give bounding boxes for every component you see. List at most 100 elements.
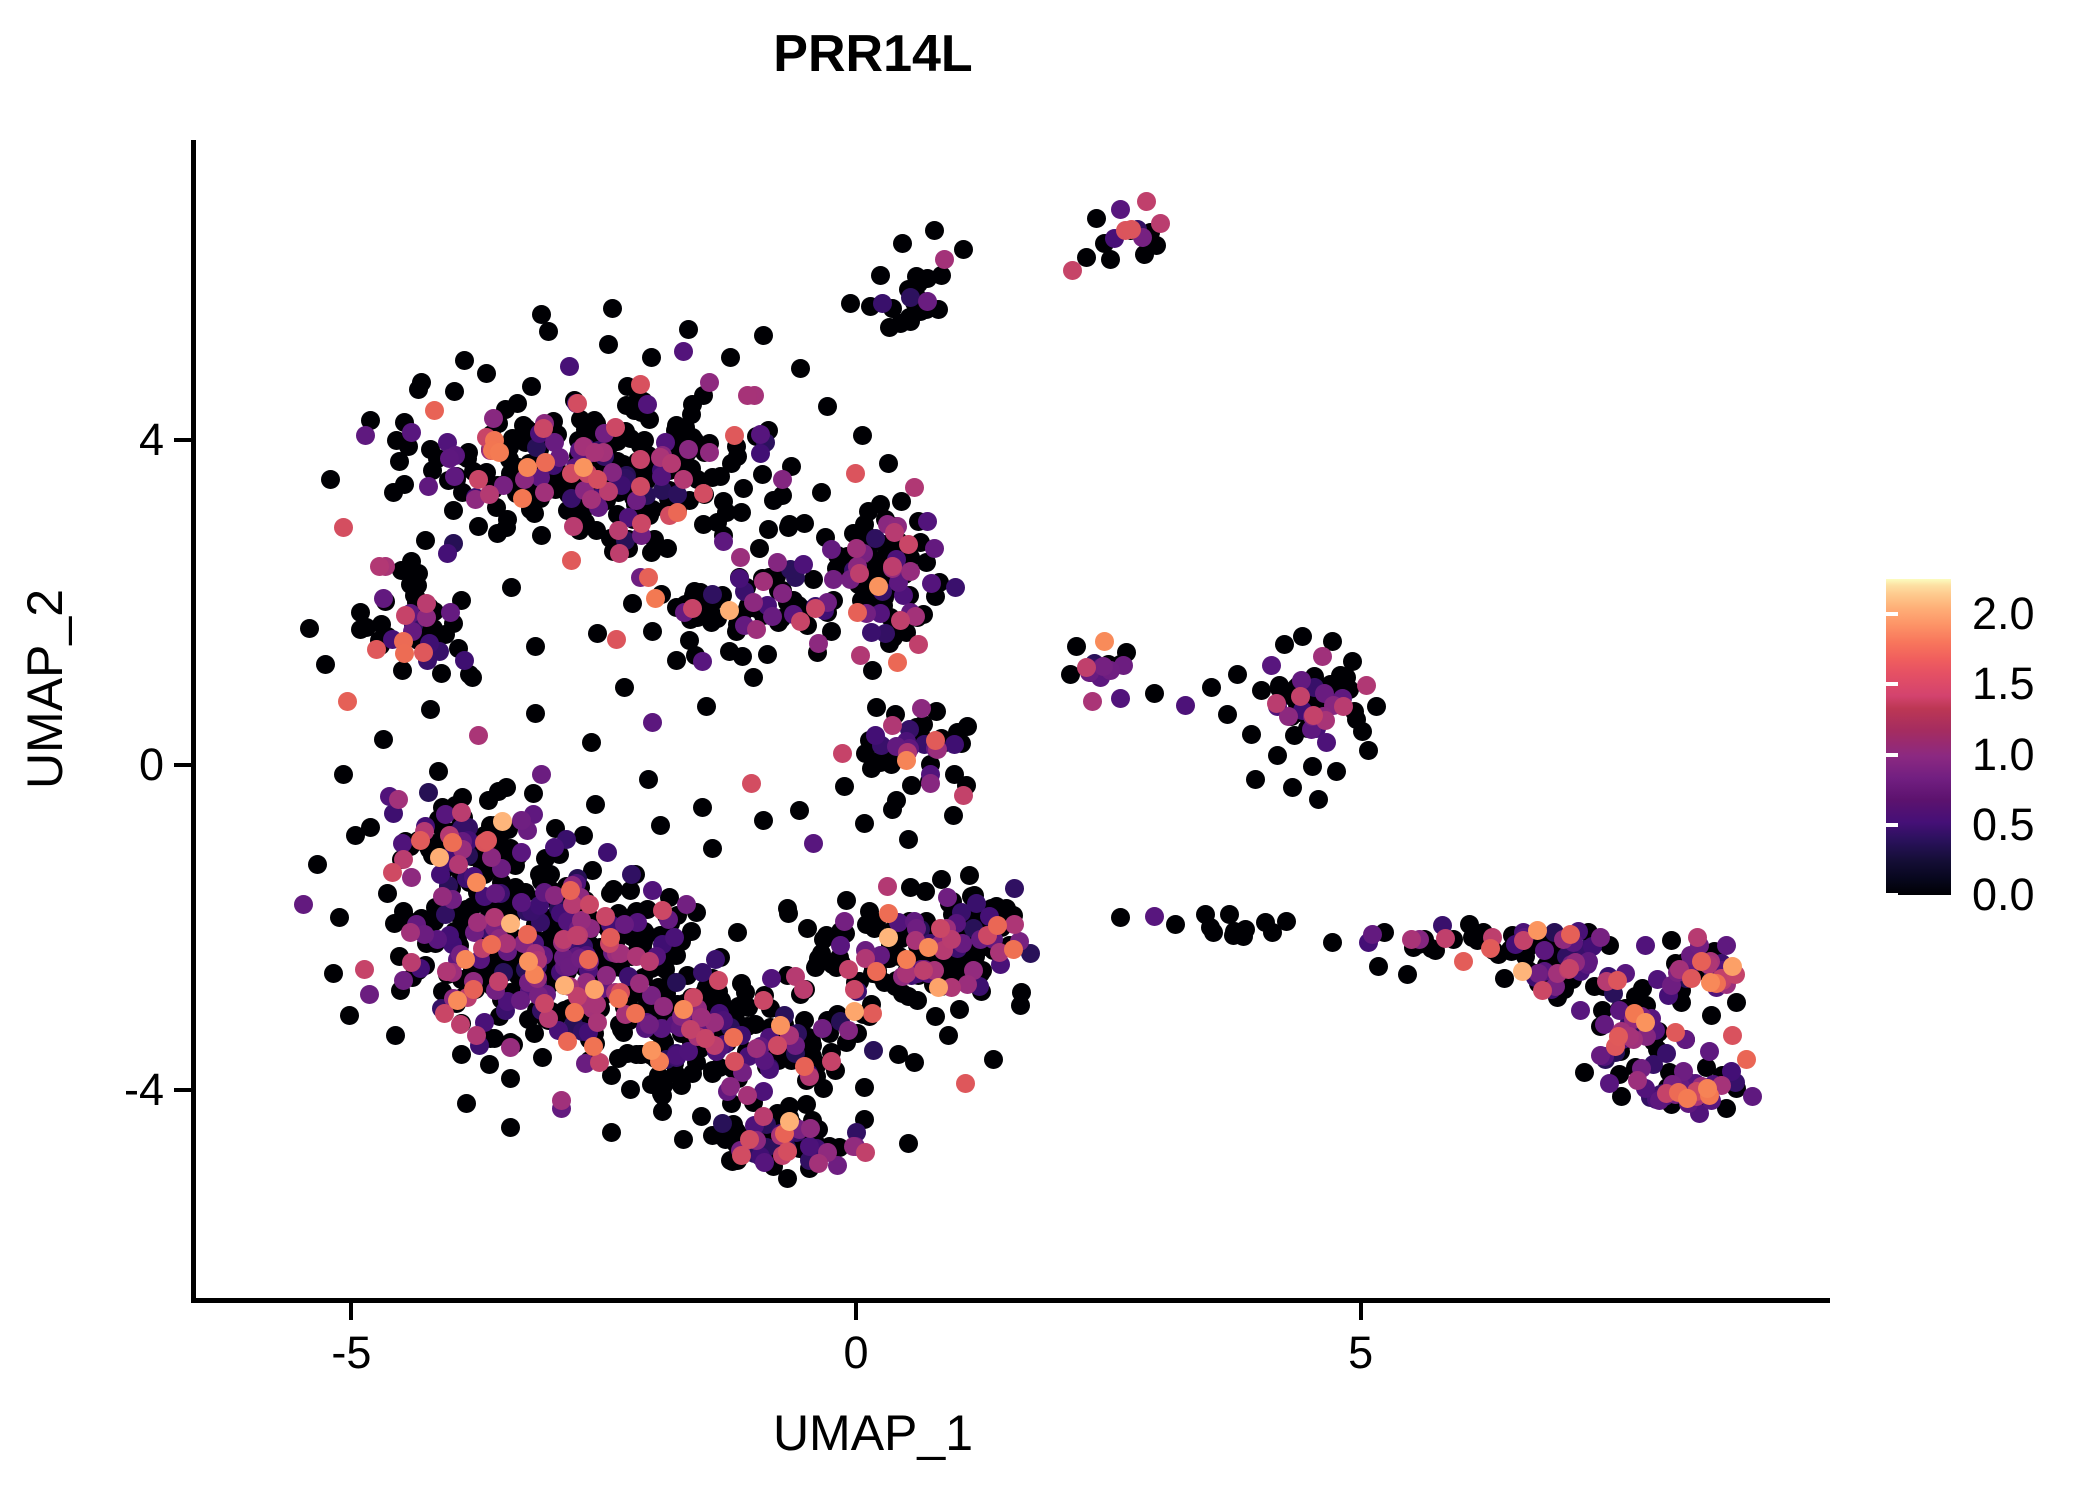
scatter-point (422, 460, 442, 480)
scatter-point (488, 781, 508, 801)
scatter-point (804, 570, 824, 590)
y-axis-tick-label: -4 (123, 1064, 164, 1116)
colorbar-tick-mark (1886, 822, 1898, 827)
scatter-point (535, 993, 555, 1013)
scatter-point (1111, 908, 1130, 928)
scatter-point (767, 552, 787, 572)
scatter-point (844, 980, 864, 1000)
scatter-point (1527, 921, 1547, 941)
scatter-point (501, 1069, 521, 1089)
scatter-point (489, 443, 509, 462)
scatter-point (1454, 952, 1474, 972)
scatter-point (337, 692, 357, 712)
scatter-point (512, 843, 532, 863)
scatter-point (583, 1037, 603, 1057)
scatter-point (925, 220, 945, 240)
scatter-point (533, 1047, 553, 1067)
scatter-point (621, 865, 641, 885)
scatter-point (560, 881, 580, 901)
scatter-point (410, 831, 430, 850)
scatter-point (641, 1040, 661, 1060)
scatter-point (638, 568, 658, 587)
scatter-point (1529, 964, 1549, 983)
scatter-point (451, 802, 471, 822)
scatter-point (1353, 721, 1373, 741)
scatter-point (420, 700, 440, 720)
scatter-point (531, 305, 551, 325)
scatter-point (356, 426, 376, 446)
x-axis-title: UMAP_1 (772, 1405, 974, 1461)
scatter-point (661, 453, 681, 473)
scatter-point (1093, 656, 1113, 676)
scatter-point (752, 465, 772, 485)
scatter-point (888, 653, 908, 672)
scatter-point (1599, 1074, 1619, 1094)
scatter-point (693, 797, 713, 817)
scatter-point (1111, 689, 1130, 708)
scatter-point (631, 449, 651, 469)
scatter-point (1145, 906, 1165, 926)
scatter-point (751, 444, 771, 464)
scatter-point (926, 1007, 945, 1027)
scatter-point (693, 651, 713, 671)
scatter-point (737, 385, 757, 405)
scatter-point (741, 773, 761, 793)
scatter-point (502, 578, 522, 598)
scatter-point (374, 729, 394, 749)
scatter-point (401, 867, 421, 887)
scatter-point (889, 1045, 908, 1064)
scatter-point (734, 479, 753, 499)
scatter-point (650, 815, 670, 835)
scatter-point (415, 531, 435, 551)
scatter-point (866, 962, 886, 982)
scatter-point (1561, 924, 1581, 944)
scatter-point (323, 963, 343, 983)
scatter-point (1282, 778, 1302, 798)
scatter-point (880, 317, 899, 337)
scatter-point (846, 539, 866, 559)
scatter-point (724, 1051, 744, 1071)
scatter-point (918, 937, 938, 957)
scatter-point (389, 452, 409, 472)
scatter-point (953, 786, 973, 806)
y-axis-tick-label: 0 (138, 739, 164, 791)
scatter-point (724, 425, 744, 445)
scatter-point (481, 934, 501, 954)
scatter-point (1228, 664, 1248, 684)
y-axis-line (191, 140, 196, 1303)
scatter-point (432, 663, 452, 683)
scatter-point (1682, 968, 1702, 988)
scatter-point (479, 1055, 499, 1074)
scatter-point (373, 589, 393, 608)
scatter-point (1662, 931, 1681, 951)
scatter-point (854, 1077, 874, 1097)
scatter-point (510, 991, 530, 1011)
scatter-point (435, 625, 455, 645)
scatter-point (393, 660, 413, 680)
scatter-point (856, 1142, 876, 1162)
scatter-point (901, 562, 921, 582)
scatter-point (1010, 995, 1030, 1015)
scatter-point (621, 881, 641, 901)
scatter-point (1242, 724, 1262, 744)
scatter-point (905, 478, 925, 498)
scatter-point (1276, 911, 1296, 931)
scatter-point (862, 661, 882, 681)
scatter-point (615, 677, 635, 697)
scatter-point (809, 948, 829, 968)
scatter-point (679, 439, 699, 459)
scatter-point (1736, 1049, 1756, 1069)
colorbar-tick-mark (1886, 893, 1898, 897)
scatter-point (720, 1076, 740, 1096)
scatter-point (525, 1023, 545, 1043)
scatter-point (320, 470, 340, 490)
scatter-point (551, 1090, 571, 1110)
scatter-point (587, 1013, 607, 1033)
colorbar-tick-mark (1886, 682, 1898, 687)
scatter-point (1290, 687, 1310, 707)
scatter-point (1369, 957, 1389, 977)
scatter-point (745, 1015, 765, 1035)
scatter-point (521, 376, 541, 396)
x-axis-tick-mark (854, 1303, 859, 1320)
scatter-point (533, 419, 553, 439)
